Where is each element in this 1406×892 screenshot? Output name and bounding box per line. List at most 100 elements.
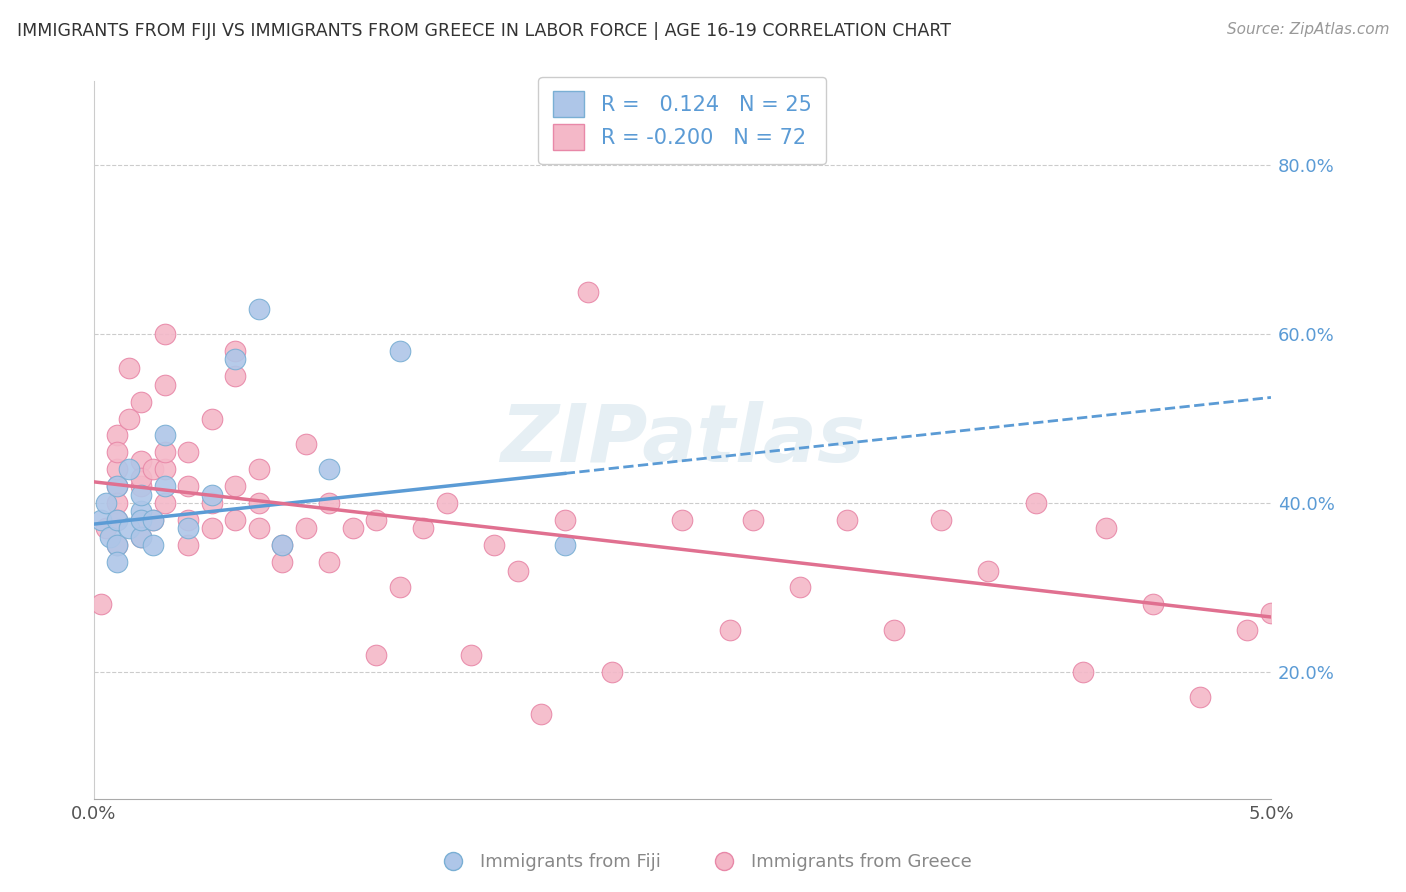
Point	[247, 496, 270, 510]
Point	[153, 462, 176, 476]
Point	[94, 496, 117, 510]
Point	[1142, 597, 1164, 611]
Point	[1189, 690, 1212, 705]
Point	[94, 521, 117, 535]
Point	[118, 462, 141, 476]
Point	[224, 479, 246, 493]
Point	[142, 462, 165, 476]
Point	[177, 479, 200, 493]
Point	[224, 343, 246, 358]
Point	[129, 513, 152, 527]
Point	[201, 521, 224, 535]
Point	[129, 513, 152, 527]
Point	[294, 437, 316, 451]
Point	[1025, 496, 1047, 510]
Point	[318, 462, 340, 476]
Point	[436, 496, 458, 510]
Point	[129, 454, 152, 468]
Point	[1236, 623, 1258, 637]
Point	[201, 411, 224, 425]
Point	[388, 343, 411, 358]
Point	[530, 707, 553, 722]
Point	[107, 479, 129, 493]
Point	[118, 521, 141, 535]
Point	[671, 513, 693, 527]
Legend: Immigrants from Fiji, Immigrants from Greece: Immigrants from Fiji, Immigrants from Gr…	[427, 847, 979, 879]
Point	[883, 623, 905, 637]
Point	[247, 462, 270, 476]
Point	[107, 555, 129, 569]
Point	[412, 521, 434, 535]
Point	[837, 513, 859, 527]
Point	[247, 301, 270, 316]
Point	[318, 555, 340, 569]
Text: ZIPatlas: ZIPatlas	[501, 401, 865, 479]
Point	[271, 538, 294, 552]
Point	[129, 479, 152, 493]
Point	[224, 369, 246, 384]
Point	[271, 538, 294, 552]
Point	[318, 496, 340, 510]
Point	[201, 487, 224, 501]
Point	[600, 665, 623, 679]
Text: IMMIGRANTS FROM FIJI VS IMMIGRANTS FROM GREECE IN LABOR FORCE | AGE 16-19 CORREL: IMMIGRANTS FROM FIJI VS IMMIGRANTS FROM …	[17, 22, 950, 40]
Point	[107, 538, 129, 552]
Point	[107, 445, 129, 459]
Point	[342, 521, 364, 535]
Point	[931, 513, 953, 527]
Point	[107, 496, 129, 510]
Point	[576, 285, 599, 299]
Point	[247, 521, 270, 535]
Point	[554, 538, 576, 552]
Point	[129, 394, 152, 409]
Point	[107, 513, 129, 527]
Point	[718, 623, 741, 637]
Point	[90, 513, 112, 527]
Point	[271, 555, 294, 569]
Point	[366, 648, 388, 662]
Point	[294, 521, 316, 535]
Point	[1095, 521, 1118, 535]
Point	[107, 538, 129, 552]
Point	[201, 496, 224, 510]
Point	[153, 445, 176, 459]
Point	[129, 530, 152, 544]
Point	[90, 597, 112, 611]
Point	[177, 521, 200, 535]
Point	[118, 360, 141, 375]
Point	[742, 513, 765, 527]
Point	[142, 513, 165, 527]
Point	[118, 411, 141, 425]
Point	[388, 581, 411, 595]
Point	[107, 513, 129, 527]
Point	[142, 513, 165, 527]
Point	[129, 470, 152, 484]
Point	[1071, 665, 1094, 679]
Point	[554, 513, 576, 527]
Point	[153, 479, 176, 493]
Point	[142, 538, 165, 552]
Point	[129, 530, 152, 544]
Point	[100, 530, 122, 544]
Point	[153, 428, 176, 442]
Point	[224, 352, 246, 367]
Point	[177, 538, 200, 552]
Text: Source: ZipAtlas.com: Source: ZipAtlas.com	[1226, 22, 1389, 37]
Point	[224, 513, 246, 527]
Point	[1260, 606, 1282, 620]
Legend: R =   0.124   N = 25, R = -0.200   N = 72: R = 0.124 N = 25, R = -0.200 N = 72	[538, 77, 827, 164]
Point	[107, 479, 129, 493]
Point	[129, 487, 152, 501]
Point	[482, 538, 505, 552]
Point	[129, 504, 152, 518]
Point	[366, 513, 388, 527]
Point	[506, 564, 529, 578]
Point	[153, 377, 176, 392]
Point	[177, 445, 200, 459]
Point	[977, 564, 1000, 578]
Point	[789, 581, 811, 595]
Point	[153, 327, 176, 342]
Point	[460, 648, 482, 662]
Point	[153, 496, 176, 510]
Point	[177, 513, 200, 527]
